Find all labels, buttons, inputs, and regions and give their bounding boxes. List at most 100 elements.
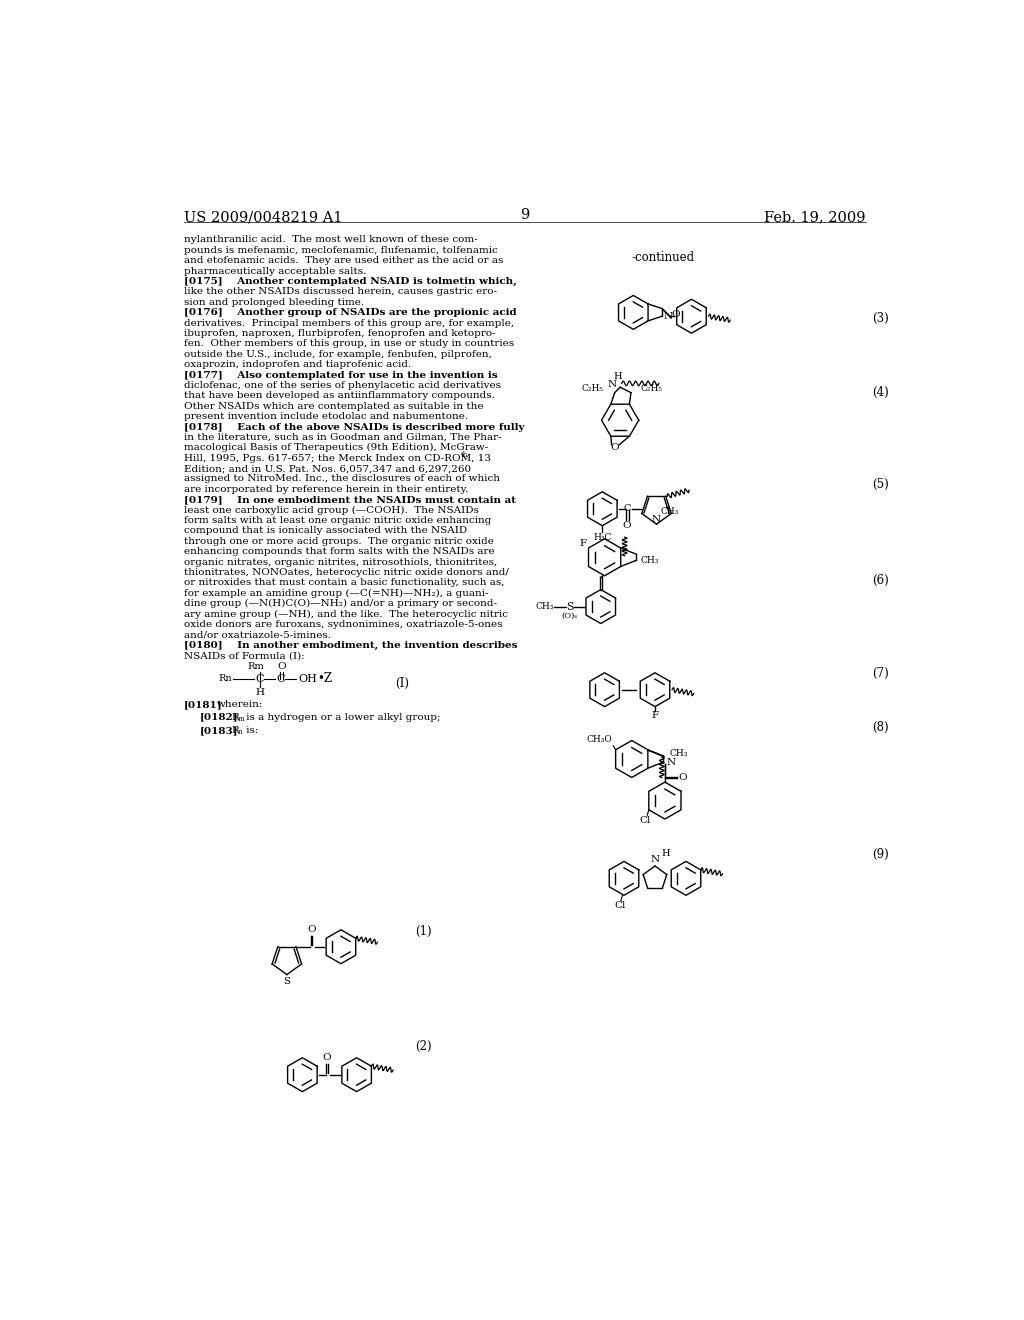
Text: m: m xyxy=(238,715,245,723)
Text: [0176]    Another group of NSAIDs are the propionic acid: [0176] Another group of NSAIDs are the p… xyxy=(183,308,516,317)
Text: (8): (8) xyxy=(872,721,889,734)
Text: derivatives.  Principal members of this group are, for example,: derivatives. Principal members of this g… xyxy=(183,318,514,327)
Text: [0175]    Another contemplated NSAID is tolmetin which,: [0175] Another contemplated NSAID is tol… xyxy=(183,277,516,286)
Text: (3): (3) xyxy=(872,313,889,326)
Text: N: N xyxy=(667,758,676,767)
Text: ibuprofen, naproxen, flurbiprofen, fenoprofen and ketopro-: ibuprofen, naproxen, flurbiprofen, fenop… xyxy=(183,329,496,338)
Text: F: F xyxy=(580,539,587,548)
Text: -continued: -continued xyxy=(631,251,694,264)
Text: and/or oxatriazole-5-imines.: and/or oxatriazole-5-imines. xyxy=(183,631,331,639)
Text: is a hydrogen or a lower alkyl group;: is a hydrogen or a lower alkyl group; xyxy=(243,713,440,722)
Text: for example an amidine group (—C(=NH)—NH₂), a guani-: for example an amidine group (—C(=NH)—NH… xyxy=(183,589,488,598)
Text: are incorporated by reference herein in their entirety.: are incorporated by reference herein in … xyxy=(183,484,468,494)
Text: ary amine group (—NH), and the like.  The heterocyclic nitric: ary amine group (—NH), and the like. The… xyxy=(183,610,508,619)
Text: O: O xyxy=(623,521,632,531)
Text: CH₃: CH₃ xyxy=(660,507,679,516)
Text: or nitroxides that must contain a basic functionality, such as,: or nitroxides that must contain a basic … xyxy=(183,578,504,587)
Text: (9): (9) xyxy=(872,847,889,861)
Text: C: C xyxy=(624,504,631,513)
Text: R: R xyxy=(231,726,240,735)
Text: [0178]    Each of the above NSAIDs is described more fully: [0178] Each of the above NSAIDs is descr… xyxy=(183,422,524,432)
Text: R: R xyxy=(231,713,240,722)
Text: that have been developed as antiinflammatory compounds.: that have been developed as antiinflamma… xyxy=(183,391,495,400)
Text: O: O xyxy=(679,774,687,781)
Text: n: n xyxy=(238,729,243,737)
Text: [0183]: [0183] xyxy=(200,726,238,735)
Text: thionitrates, NONOates, heterocyclic nitric oxide donors and/: thionitrates, NONOates, heterocyclic nit… xyxy=(183,568,509,577)
Text: [0181]: [0181] xyxy=(183,700,222,709)
Text: O: O xyxy=(323,1053,332,1063)
Text: pounds is mefenamic, meclofenamic, flufenamic, tolfenamic: pounds is mefenamic, meclofenamic, flufe… xyxy=(183,246,498,255)
Text: Cl: Cl xyxy=(614,902,626,911)
Text: Other NSAIDs which are contemplated as suitable in the: Other NSAIDs which are contemplated as s… xyxy=(183,401,483,411)
Text: diclofenac, one of the series of phenylacetic acid derivatives: diclofenac, one of the series of phenyla… xyxy=(183,381,501,389)
Text: (4): (4) xyxy=(872,385,889,399)
Text: macological Basis of Therapeutics (9th Edition), McGraw-: macological Basis of Therapeutics (9th E… xyxy=(183,444,488,453)
Text: 9: 9 xyxy=(520,209,529,223)
Text: N: N xyxy=(664,312,673,321)
Text: O: O xyxy=(307,925,315,935)
Text: (2): (2) xyxy=(415,1040,431,1053)
Text: enhancing compounds that form salts with the NSAIDs are: enhancing compounds that form salts with… xyxy=(183,548,495,556)
Text: and etofenamic acids.  They are used either as the acid or as: and etofenamic acids. They are used eith… xyxy=(183,256,503,265)
Text: CH₃O: CH₃O xyxy=(586,735,611,743)
Text: NSAIDs of Formula (I):: NSAIDs of Formula (I): xyxy=(183,651,304,660)
Text: like the other NSAIDs discussed herein, causes gastric ero-: like the other NSAIDs discussed herein, … xyxy=(183,288,497,297)
Text: through one or more acid groups.  The organic nitric oxide: through one or more acid groups. The org… xyxy=(183,537,494,546)
Text: (1): (1) xyxy=(415,924,431,937)
Text: is:: is: xyxy=(243,726,258,735)
Text: O: O xyxy=(672,310,680,319)
Text: O: O xyxy=(278,661,286,671)
Text: form salts with at least one organic nitric oxide enhancing: form salts with at least one organic nit… xyxy=(183,516,492,525)
Text: US 2009/0048219 A1: US 2009/0048219 A1 xyxy=(183,211,342,224)
Text: CH₃: CH₃ xyxy=(536,602,554,611)
Text: Rm: Rm xyxy=(248,661,264,671)
Text: [0177]    Also contemplated for use in the invention is: [0177] Also contemplated for use in the … xyxy=(183,371,498,380)
Text: Cl: Cl xyxy=(639,816,650,825)
Text: Feb. 19, 2009: Feb. 19, 2009 xyxy=(764,211,866,224)
Text: S: S xyxy=(284,977,291,986)
Text: CH₃: CH₃ xyxy=(670,750,688,758)
Text: (I): (I) xyxy=(395,677,410,690)
Text: •Z: •Z xyxy=(317,672,332,685)
Text: OH: OH xyxy=(299,673,317,684)
Text: H: H xyxy=(613,372,623,381)
Text: N: N xyxy=(608,380,616,389)
Text: oxide donors are furoxans, sydnonimines, oxatriazole-5-ones: oxide donors are furoxans, sydnonimines,… xyxy=(183,620,503,630)
Text: C₂H₅: C₂H₅ xyxy=(640,384,663,393)
Text: [0180]    In another embodiment, the invention describes: [0180] In another embodiment, the invent… xyxy=(183,640,517,649)
Text: assigned to NitroMed. Inc., the disclosures of each of which: assigned to NitroMed. Inc., the disclosu… xyxy=(183,474,500,483)
Text: S: S xyxy=(566,602,573,611)
Text: C: C xyxy=(276,673,285,684)
Text: Rn: Rn xyxy=(218,675,231,682)
Text: dine group (—N(H)C(O)—NH₂) and/or a primary or second-: dine group (—N(H)C(O)—NH₂) and/or a prim… xyxy=(183,599,497,609)
Text: Edition; and in U.S. Pat. Nos. 6,057,347 and 6,297,260: Edition; and in U.S. Pat. Nos. 6,057,347… xyxy=(183,465,471,473)
Text: [0179]    In one embodiment the NSAIDs must contain at: [0179] In one embodiment the NSAIDs must… xyxy=(183,495,516,504)
Text: nylanthranilic acid.  The most well known of these com-: nylanthranilic acid. The most well known… xyxy=(183,235,477,244)
Text: O: O xyxy=(610,444,620,453)
Text: C: C xyxy=(256,673,264,684)
Text: oxaprozin, indoprofen and tiaprofenic acid.: oxaprozin, indoprofen and tiaprofenic ac… xyxy=(183,360,411,370)
Text: wherein:: wherein: xyxy=(216,700,263,709)
Text: sion and prolonged bleeding time.: sion and prolonged bleeding time. xyxy=(183,298,364,306)
Text: N: N xyxy=(650,855,659,865)
Text: H: H xyxy=(662,849,670,858)
Text: [0182]: [0182] xyxy=(200,713,238,722)
Text: (6): (6) xyxy=(872,574,889,587)
Text: least one carboxylic acid group (—COOH).  The NSAIDs: least one carboxylic acid group (—COOH).… xyxy=(183,506,478,515)
Text: fen.  Other members of this group, in use or study in countries: fen. Other members of this group, in use… xyxy=(183,339,514,348)
Text: present invention include etodolac and nabumentone.: present invention include etodolac and n… xyxy=(183,412,468,421)
Text: in the literature, such as in Goodman and Gilman, The Phar-: in the literature, such as in Goodman an… xyxy=(183,433,502,442)
Text: CH₃: CH₃ xyxy=(640,556,658,565)
Text: compound that is ionically associated with the NSAID: compound that is ionically associated wi… xyxy=(183,527,467,536)
Text: N: N xyxy=(652,515,662,524)
Text: organic nitrates, organic nitrites, nitrosothiols, thionitrites,: organic nitrates, organic nitrites, nitr… xyxy=(183,557,497,566)
Text: Hill, 1995, Pgs. 617-657; the Merck Index on CD-ROM, 13: Hill, 1995, Pgs. 617-657; the Merck Inde… xyxy=(183,454,490,463)
Text: pharmaceutically acceptable salts.: pharmaceutically acceptable salts. xyxy=(183,267,367,276)
Text: outside the U.S., include, for example, fenbufen, pilprofen,: outside the U.S., include, for example, … xyxy=(183,350,492,359)
Text: th: th xyxy=(461,450,469,458)
Text: C₂H₅: C₂H₅ xyxy=(581,384,603,393)
Text: F: F xyxy=(651,711,658,721)
Text: (O)ₛ: (O)ₛ xyxy=(561,611,578,620)
Text: (5): (5) xyxy=(872,478,889,491)
